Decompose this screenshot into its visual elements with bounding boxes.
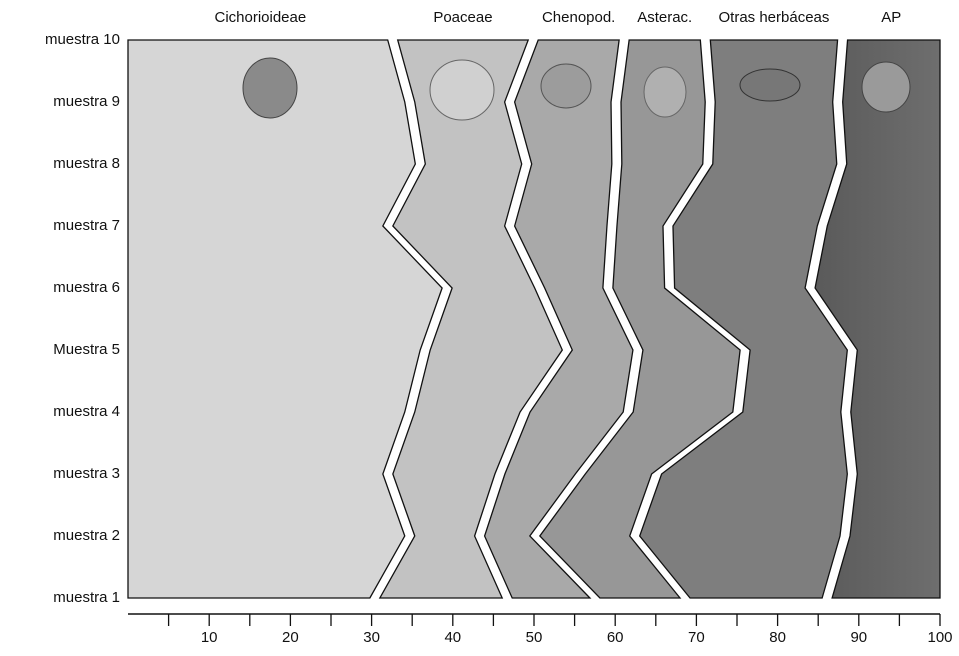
- y-tick-label: muestra 10: [45, 31, 120, 48]
- chart: muestra 1 muestra 2 muestra 3 muestra 4 Mues…: [0, 0, 959, 656]
- bands: [128, 40, 940, 598]
- page: {"chart_data": {"type": "stacked-area-ho…: [0, 0, 959, 656]
- series-label: Otras herbáceas: [719, 9, 830, 26]
- x-tick-label: 20: [282, 629, 299, 646]
- pollen-icon: [740, 69, 800, 101]
- x-tick-label: 30: [363, 629, 380, 646]
- x-tick-label: 10: [201, 629, 218, 646]
- y-tick-label: Muestra 5: [53, 341, 120, 358]
- pollen-icon: [862, 62, 910, 112]
- y-tick-label: muestra 8: [53, 155, 120, 172]
- series-label: Asterac.: [637, 9, 692, 26]
- series-label: Poaceae: [433, 9, 492, 26]
- x-tick-label: 80: [769, 629, 786, 646]
- x-tick-label: 40: [444, 629, 461, 646]
- pollen-icon: [430, 60, 494, 120]
- series-label: Chenopod.: [542, 9, 615, 26]
- pollen-icon: [243, 58, 297, 118]
- series-label: AP: [881, 9, 901, 26]
- x-tick-label: 50: [526, 629, 543, 646]
- x-tick-label: 70: [688, 629, 705, 646]
- y-tick-label: muestra 9: [53, 93, 120, 110]
- x-tick-label: 60: [607, 629, 624, 646]
- y-tick-label: muestra 6: [53, 279, 120, 296]
- y-tick-label: muestra 7: [53, 217, 120, 234]
- y-tick-label: muestra 4: [53, 403, 120, 420]
- series-label: Cichorioideae: [214, 9, 306, 26]
- area-band: [128, 40, 442, 598]
- x-tick-label: 90: [850, 629, 867, 646]
- pollen-icon: [541, 64, 591, 108]
- x-tick-label: 100: [927, 629, 952, 646]
- y-tick-label: muestra 3: [53, 465, 120, 482]
- pollen-icon: [644, 67, 686, 117]
- y-tick-label: muestra 2: [53, 527, 120, 544]
- y-tick-label: muestra 1: [53, 589, 120, 606]
